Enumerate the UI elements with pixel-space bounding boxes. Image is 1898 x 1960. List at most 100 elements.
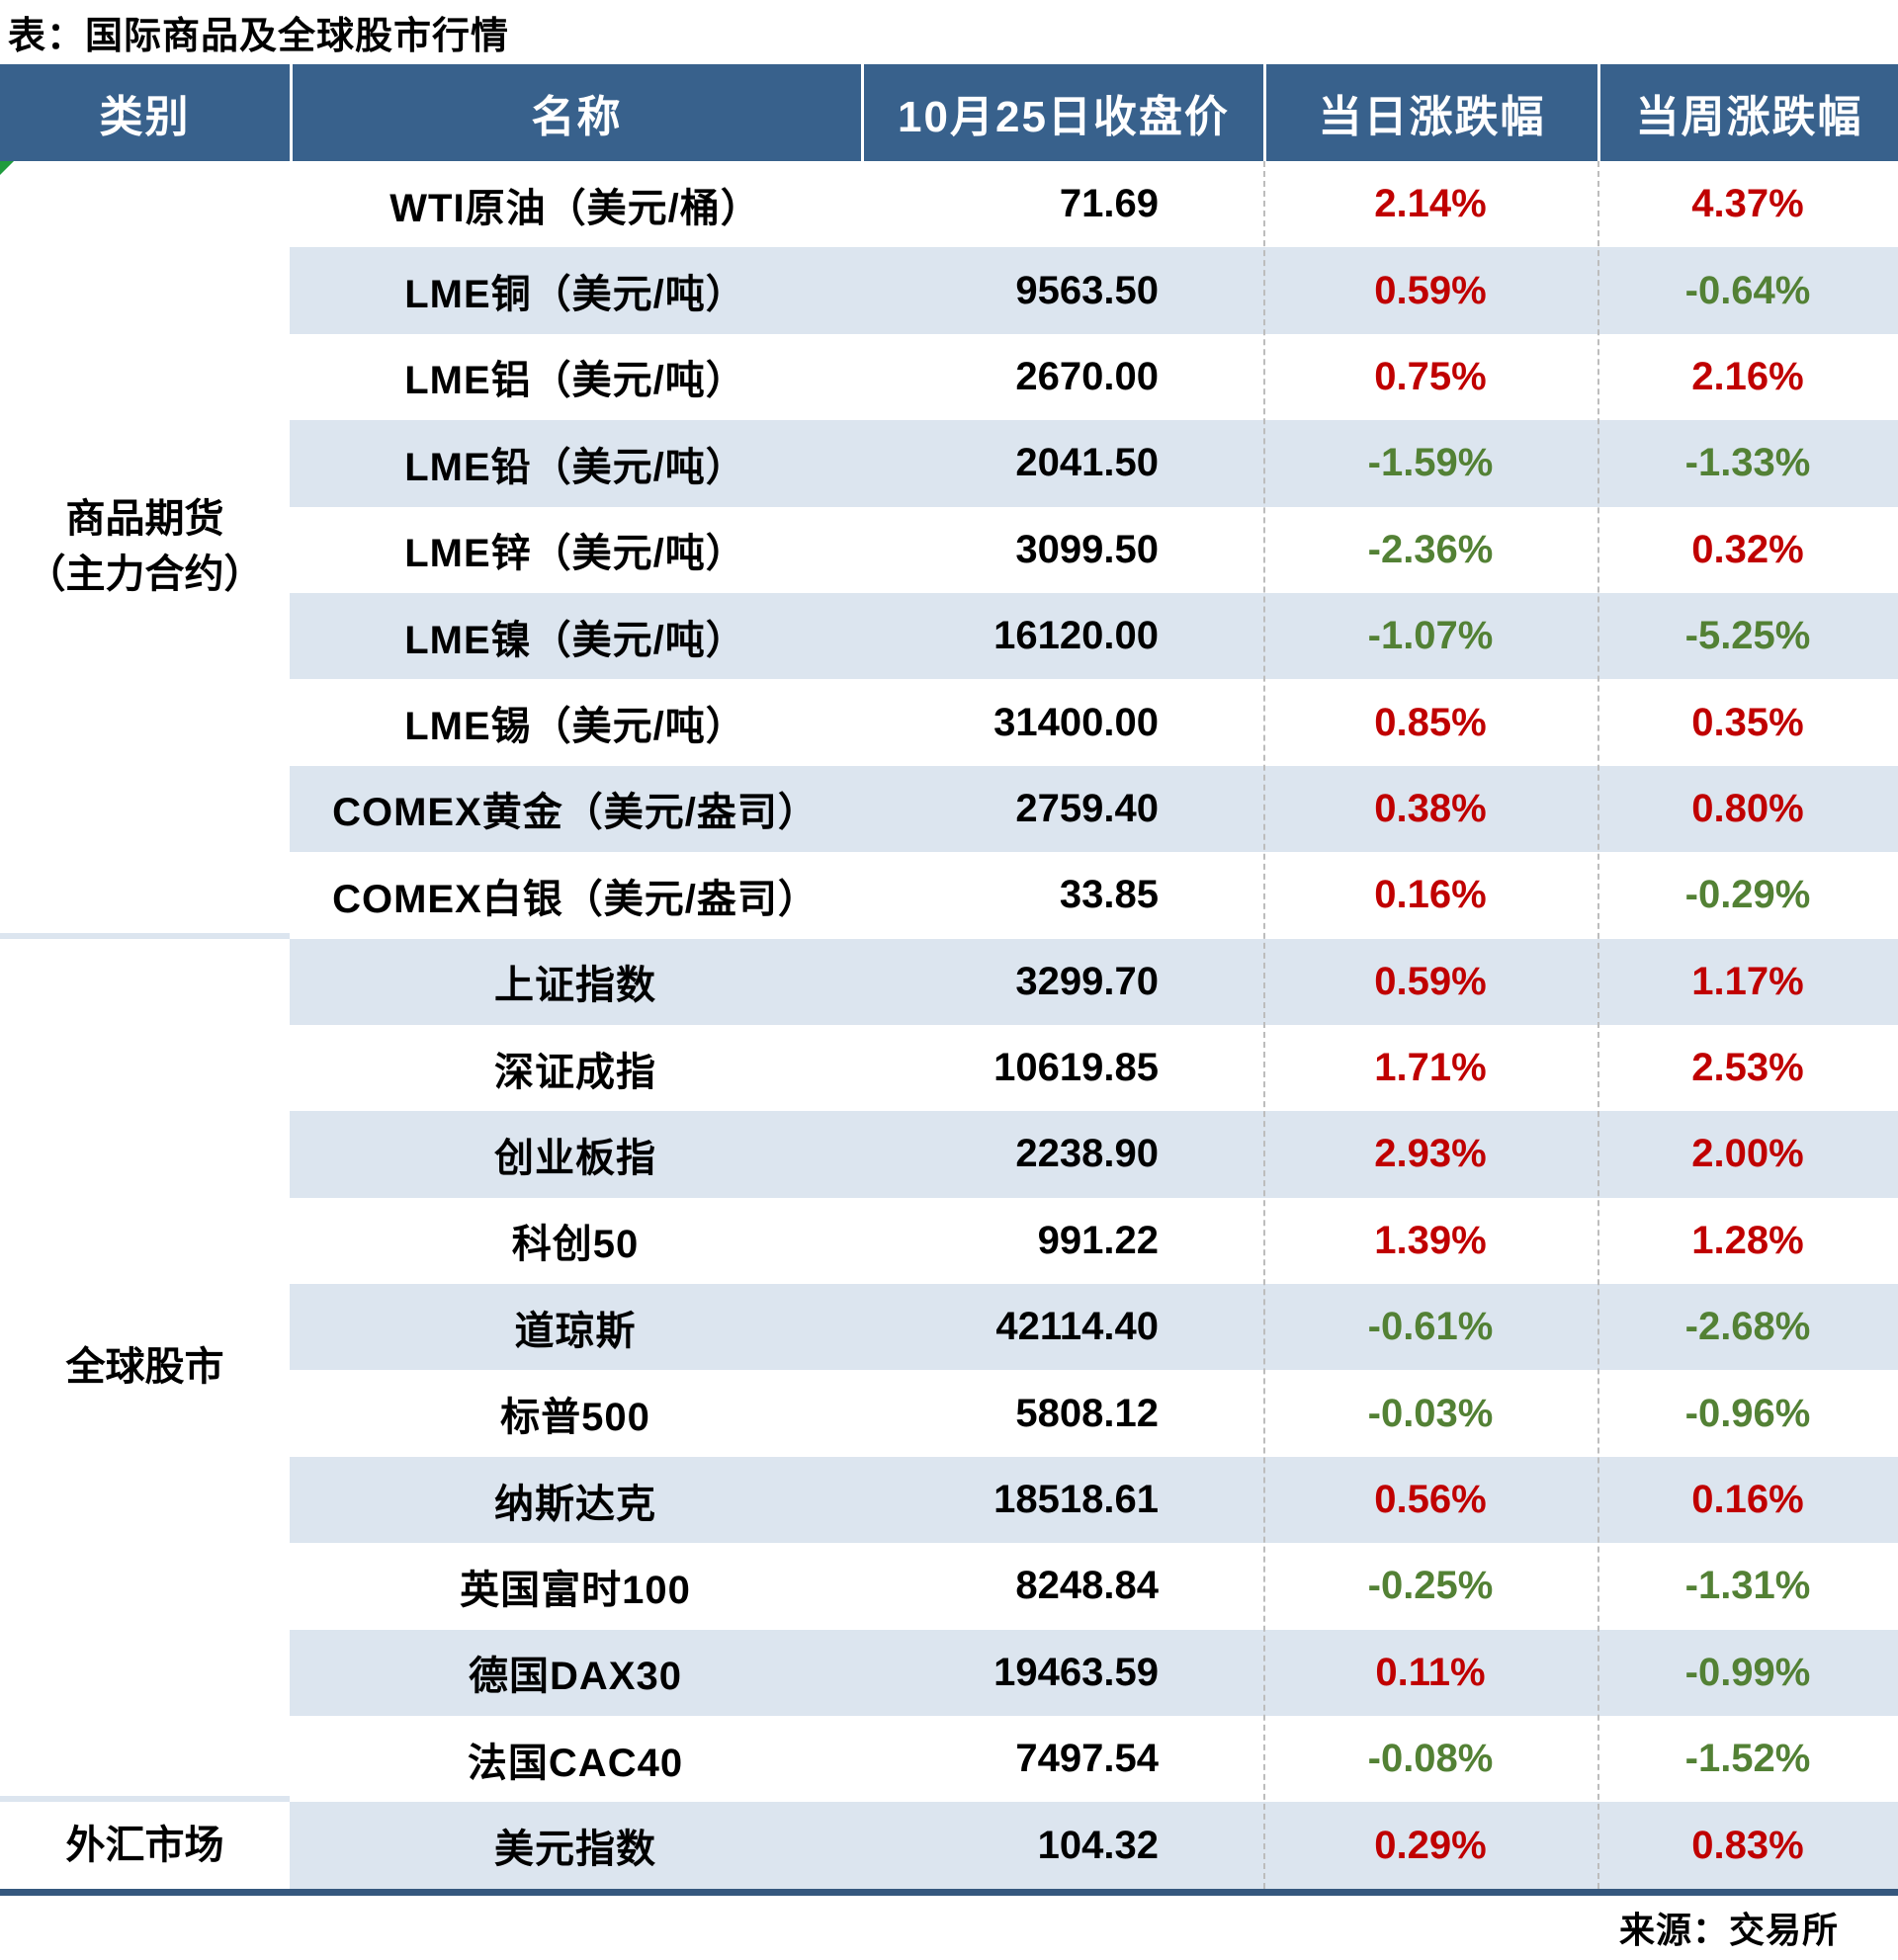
row-name: 标普500	[500, 1396, 650, 1440]
day-change: 0.16%	[1374, 873, 1487, 917]
category-label: 全球股市	[65, 1345, 224, 1390]
close-price: 42114.40	[861, 1284, 1263, 1371]
day-change: 2.14%	[1374, 182, 1487, 226]
week-change: 4.37%	[1691, 182, 1804, 226]
row-name: 科创50	[511, 1223, 640, 1267]
header-name: 名称	[290, 64, 861, 161]
day-change: 1.71%	[1374, 1046, 1487, 1090]
close-price: 2670.00	[1015, 354, 1159, 398]
row-name: 英国富时100	[460, 1568, 691, 1612]
day-change: -2.36%	[1367, 527, 1494, 571]
row-name: 纳斯达克	[290, 1456, 861, 1544]
week-change: 0.32%	[1691, 527, 1804, 571]
week-change: 1.17%	[1597, 938, 1898, 1025]
close-price: 2759.40	[861, 765, 1263, 853]
week-change: 0.83%	[1597, 1802, 1898, 1889]
close-price: 3299.70	[861, 938, 1263, 1025]
category-cell: 全球股市	[0, 938, 290, 1803]
dashed-column-separator	[1263, 161, 1265, 1889]
close-price: 10619.85	[993, 1046, 1159, 1090]
close-price: 19463.59	[861, 1629, 1263, 1717]
category-label: 商品期货	[65, 497, 224, 542]
week-change: 0.35%	[1691, 700, 1804, 744]
category-cell: 外汇市场	[0, 1802, 290, 1889]
day-change: 2.93%	[1263, 1111, 1597, 1198]
week-change: -0.64%	[1597, 247, 1898, 334]
row-name: LME镍（美元/吨）	[290, 592, 861, 680]
category-label: （主力合约）	[26, 553, 264, 597]
close-price: 16120.00	[861, 592, 1263, 680]
day-change: -1.59%	[1263, 420, 1597, 507]
day-change: 0.85%	[1374, 700, 1487, 744]
week-change: -0.99%	[1597, 1629, 1898, 1717]
day-change: -0.03%	[1367, 1391, 1494, 1435]
close-price: 5808.12	[1015, 1391, 1159, 1435]
week-change: -1.52%	[1684, 1737, 1811, 1781]
week-change: 1.28%	[1691, 1218, 1804, 1262]
day-change: -0.61%	[1263, 1284, 1597, 1371]
row-name: COMEX黄金（美元/盎司）	[290, 765, 861, 853]
close-price: 18518.61	[861, 1456, 1263, 1544]
table-header-row: 类别 名称 10月25日收盘价 当日涨跌幅 当周涨跌幅	[0, 64, 1898, 161]
row-name: 道琼斯	[290, 1284, 861, 1371]
row-name: COMEX白银（美元/盎司）	[332, 877, 819, 921]
row-name: 法国CAC40	[467, 1741, 684, 1785]
row-name: WTI原油（美元/桶）	[389, 186, 761, 230]
day-change: 0.59%	[1263, 938, 1597, 1025]
header-day-change: 当日涨跌幅	[1263, 64, 1597, 161]
week-change: 2.53%	[1691, 1046, 1804, 1090]
row-name: LME锡（美元/吨）	[404, 705, 746, 749]
row-name: 德国DAX30	[290, 1629, 861, 1717]
week-change: -1.31%	[1684, 1564, 1811, 1608]
week-change: -5.25%	[1597, 592, 1898, 680]
row-name: 创业板指	[290, 1111, 861, 1198]
category-label: 外汇市场	[65, 1824, 224, 1868]
day-change: 0.59%	[1263, 247, 1597, 334]
close-price: 2238.90	[861, 1111, 1263, 1198]
header-category: 类别	[99, 93, 191, 141]
week-change: -0.96%	[1684, 1391, 1811, 1435]
green-corner-marker-icon	[0, 161, 14, 175]
day-change: -0.25%	[1367, 1564, 1494, 1608]
row-name: 美元指数	[290, 1802, 861, 1889]
week-change: -2.68%	[1597, 1284, 1898, 1371]
row-name: LME铅（美元/吨）	[290, 420, 861, 507]
close-price: 7497.54	[1015, 1737, 1159, 1781]
close-price: 2041.50	[861, 420, 1263, 507]
close-price: 9563.50	[861, 247, 1263, 334]
week-change: 2.16%	[1691, 354, 1804, 398]
day-change: -0.08%	[1367, 1737, 1494, 1781]
row-name: LME铝（美元/吨）	[404, 359, 746, 403]
header-close-price: 10月25日收盘价	[861, 64, 1263, 161]
close-price: 33.85	[1059, 873, 1159, 917]
day-change: 0.75%	[1374, 354, 1487, 398]
day-change: 0.29%	[1263, 1802, 1597, 1889]
row-name: 上证指数	[290, 938, 861, 1025]
close-price: 3099.50	[1015, 527, 1159, 571]
header-week-change: 当周涨跌幅	[1597, 64, 1898, 161]
day-change: 0.56%	[1263, 1456, 1597, 1544]
category-cell: 商品期货 （主力合约）	[0, 161, 290, 939]
table-bottom-rule	[0, 1888, 1898, 1896]
week-change: 2.00%	[1597, 1111, 1898, 1198]
source-note: 来源：交易所	[1618, 1910, 1839, 1951]
day-change: -1.07%	[1263, 592, 1597, 680]
dashed-column-separator	[1597, 161, 1599, 1889]
close-price: 31400.00	[993, 700, 1159, 744]
week-change: -1.33%	[1597, 420, 1898, 507]
day-change: 0.11%	[1263, 1629, 1597, 1717]
close-price: 71.69	[1059, 182, 1159, 226]
close-price: 104.32	[861, 1802, 1263, 1889]
row-name: LME铜（美元/吨）	[290, 247, 861, 334]
day-change: 1.39%	[1374, 1218, 1487, 1262]
week-change: -0.29%	[1684, 873, 1811, 917]
row-name: LME锌（美元/吨）	[404, 532, 746, 576]
row-name: 深证成指	[494, 1050, 656, 1094]
day-change: 0.38%	[1263, 765, 1597, 853]
week-change: 0.80%	[1597, 765, 1898, 853]
page-title: 表：国际商品及全球股市行情	[8, 16, 510, 57]
close-price: 8248.84	[1015, 1564, 1159, 1608]
week-change: 0.16%	[1597, 1456, 1898, 1544]
close-price: 991.22	[1037, 1218, 1159, 1262]
